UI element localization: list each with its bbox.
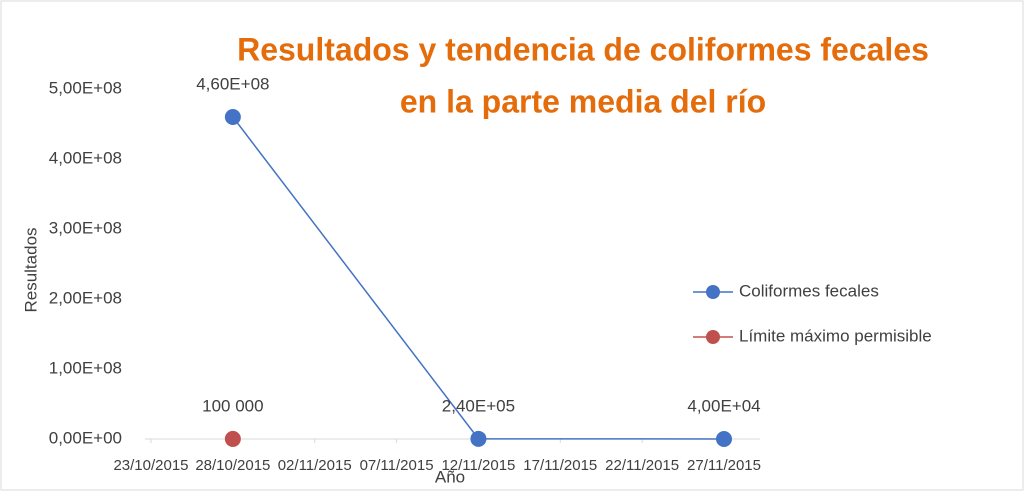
x-axis-label: Año	[435, 467, 465, 486]
x-tick-label: 12/11/2015	[441, 457, 515, 474]
legend-marker	[706, 330, 720, 344]
x-tick-label: 22/11/2015	[605, 457, 679, 474]
x-tick-label: 27/11/2015	[687, 457, 761, 474]
data-point	[716, 430, 732, 447]
y-tick-label: 4,00E+08	[49, 148, 122, 167]
y-tick-label: 3,00E+08	[49, 218, 122, 237]
x-tick-label: 23/10/2015	[113, 457, 188, 474]
data-label: 4,60E+08	[196, 74, 269, 93]
data-label: 2,40E+05	[442, 396, 515, 415]
legend-label: Límite máximo permisible	[739, 326, 932, 345]
y-tick-label: 1,00E+08	[49, 358, 122, 377]
data-point	[470, 430, 487, 447]
x-tick-label: 07/11/2015	[360, 457, 434, 474]
legend-marker	[706, 285, 720, 299]
chart-title: en la parte media del río	[400, 83, 766, 119]
y-tick-label: 0,00E+00	[49, 428, 122, 447]
x-tick-label: 28/10/2015	[195, 457, 270, 474]
data-point	[224, 430, 241, 447]
x-tick-label: 02/11/2015	[278, 457, 352, 474]
y-tick-label: 2,00E+08	[49, 288, 122, 307]
chart-title: Resultados y tendencia de coliformes fec…	[237, 31, 929, 67]
legend-label: Coliformes fecales	[739, 281, 879, 300]
data-label: 4,00E+04	[687, 396, 760, 415]
x-tick-label: 17/11/2015	[523, 457, 597, 474]
data-point	[224, 109, 241, 125]
y-axis-label: Resultados	[21, 227, 40, 312]
y-tick-label: 5,00E+08	[49, 78, 122, 97]
data-label: 100 000	[202, 396, 263, 415]
